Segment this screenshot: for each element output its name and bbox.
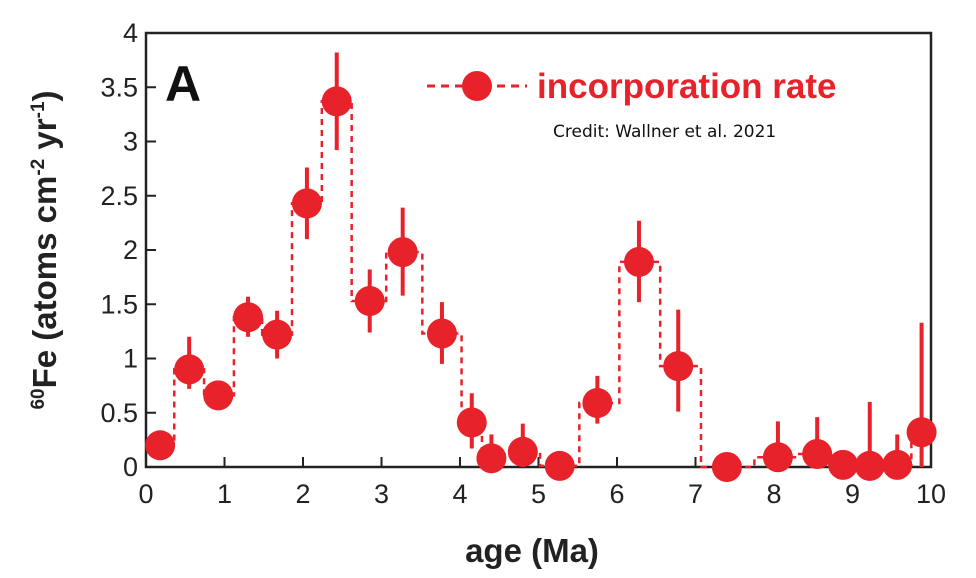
data-point — [802, 438, 833, 469]
legend-label: incorporation rate — [537, 67, 836, 106]
data-point — [663, 351, 694, 382]
y-tick-label: 1.5 — [100, 289, 138, 319]
x-tick-label: 1 — [217, 479, 232, 509]
panel-label: A — [165, 56, 201, 112]
data-point — [291, 188, 322, 219]
data-point — [174, 354, 205, 385]
y-axis-title-part-2: yr — [26, 118, 63, 159]
y-tick-label: 4 — [123, 18, 138, 48]
data-point — [828, 449, 859, 480]
data-point — [145, 430, 176, 461]
error-bars — [187, 52, 924, 467]
y-tick-label: 2.5 — [100, 181, 138, 211]
legend-marker — [462, 71, 492, 101]
data-point — [321, 86, 352, 117]
data-point — [854, 450, 885, 481]
y-axis-title: 60Fe (atoms cm-2 yr-1) — [26, 90, 63, 409]
data-point — [711, 452, 742, 482]
data-points — [145, 86, 937, 482]
y-tick-label: 3.5 — [100, 72, 138, 102]
data-point — [262, 319, 293, 350]
data-point — [507, 436, 538, 467]
x-tick-label: 4 — [452, 479, 467, 509]
y-axis-title-part-1: Fe (atoms cm — [26, 176, 63, 389]
data-point — [233, 302, 264, 333]
y-axis-title-part-3: ) — [26, 90, 63, 101]
y-tick-label: 0.5 — [100, 398, 138, 428]
x-tick-label: 2 — [295, 479, 310, 509]
data-point — [456, 407, 487, 438]
y-axis: 0 0.5 1 1.5 2 2.5 3 3.5 4 — [100, 18, 156, 482]
data-point — [426, 318, 457, 349]
y-tick-label: 2 — [123, 235, 138, 265]
y-tick-label: 3 — [123, 127, 138, 157]
data-point — [354, 285, 385, 316]
x-tick-label: 9 — [845, 479, 860, 509]
x-tick-label: 5 — [531, 479, 546, 509]
data-point — [582, 387, 613, 418]
x-tick-label: 8 — [766, 479, 781, 509]
data-point — [623, 246, 654, 277]
step-path — [146, 100, 931, 469]
y-axis-title-sup-3: -1 — [28, 101, 49, 118]
data-point — [387, 237, 418, 268]
data-point — [544, 450, 575, 481]
x-axis-title: age (Ma) — [465, 532, 599, 569]
y-tick-label: 0 — [123, 452, 138, 482]
data-point — [476, 443, 507, 474]
x-axis: 0 1 2 3 4 5 6 7 8 9 10 — [138, 457, 946, 509]
data-point — [906, 417, 937, 448]
x-tick-label: 7 — [688, 479, 703, 509]
credit-text: Credit: Wallner et al. 2021 — [553, 122, 776, 142]
y-axis-title-sup-2: -2 — [28, 159, 49, 176]
legend: incorporation rate — [427, 67, 836, 106]
data-point — [882, 449, 913, 480]
x-tick-label: 0 — [138, 479, 153, 509]
y-axis-title-sup-1: 60 — [28, 388, 49, 409]
data-point — [762, 442, 793, 473]
y-tick-label: 1 — [123, 344, 138, 374]
data-point — [203, 380, 234, 411]
x-tick-label: 6 — [609, 479, 624, 509]
x-tick-label: 3 — [374, 479, 389, 509]
x-tick-label: 10 — [916, 479, 946, 509]
step-line — [146, 100, 931, 469]
